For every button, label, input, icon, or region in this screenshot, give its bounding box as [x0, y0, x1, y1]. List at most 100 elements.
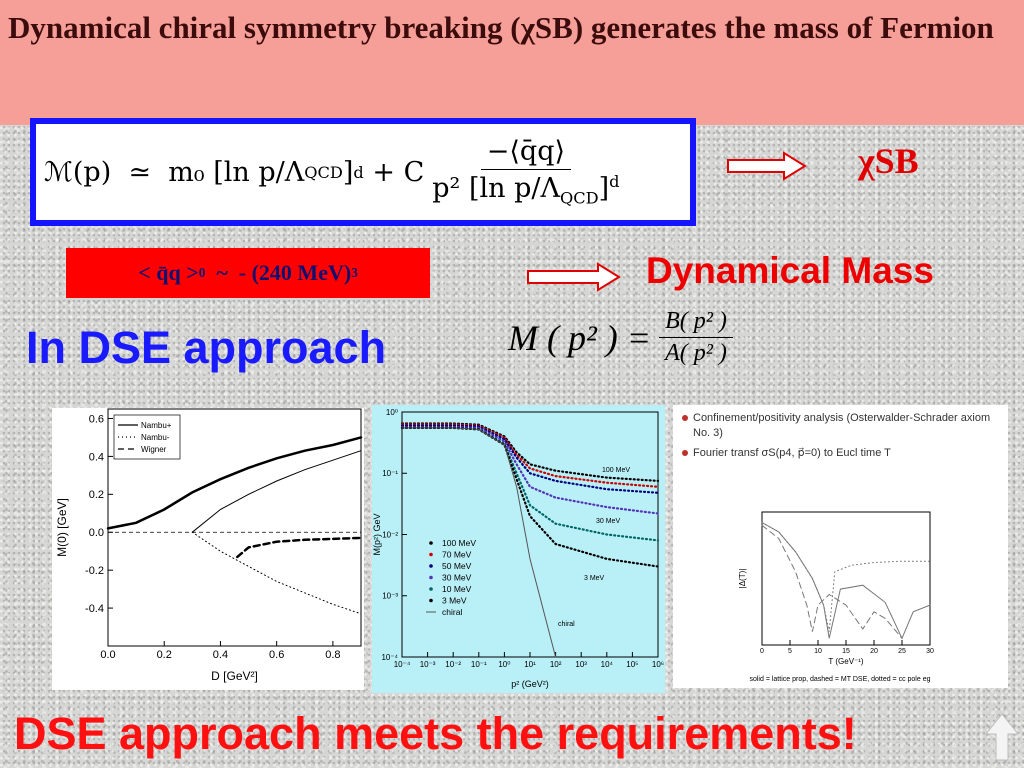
x-axis-label: D [GeV²] — [211, 669, 258, 683]
y-tick-label: 10⁰ — [386, 408, 398, 417]
data-line — [400, 424, 660, 494]
annotation: 30 MeV — [596, 518, 620, 525]
dse-formula: M ( p² ) = B( p² ) A( p² ) — [508, 308, 733, 367]
x-tick-label: 10⁻¹ — [471, 660, 487, 669]
formula-part: d — [609, 172, 620, 192]
formula-part: QCD — [559, 188, 599, 208]
legend-label: 100 MeV — [442, 538, 476, 548]
y-tick-label: -0.2 — [85, 565, 104, 577]
legend-swatch — [429, 552, 433, 557]
x-tick-label: 20 — [870, 648, 878, 655]
x-tick-label: 10⁻² — [445, 660, 461, 669]
data-line — [400, 426, 660, 568]
legend-label: chiral — [442, 607, 462, 617]
legend-label: 30 MeV — [442, 573, 472, 583]
x-tick-label: 0.8 — [325, 649, 340, 661]
formula-part: m₀ [ln p/Λ — [168, 156, 305, 188]
y-tick-label: 10⁻² — [382, 530, 398, 539]
arrow — [527, 262, 621, 292]
y-tick-label: 0.4 — [89, 451, 104, 463]
annotation: chiral — [558, 621, 575, 628]
y-tick-label: 10⁻¹ — [382, 469, 398, 478]
y-tick-label: 0.6 — [89, 413, 104, 425]
x-axis-label: p² (GeV²) — [511, 679, 549, 689]
condensate-part: 0 — [198, 265, 206, 280]
legend-label: 50 MeV — [442, 561, 472, 571]
x-tick-label: 10⁶ — [652, 660, 664, 669]
x-tick-label: 0.0 — [100, 649, 115, 661]
bullet-list: Confinement/positivity analysis (Osterwa… — [681, 411, 1001, 466]
x-tick-label: 0.6 — [269, 649, 284, 661]
formula-box: ℳ(p) ≃ m₀ [ln p/Λ QCD] d + C −⟨q̄q⟩ p² [ln p… — [30, 118, 696, 226]
legend-label: 10 MeV — [442, 584, 472, 594]
running-mass-plot: 10⁻⁴ 10⁻³ 10⁻² 10⁻¹ 10⁰ 10¹ 10² 10³ 10⁴ 10⁵ 10⁶ 10⁻… — [372, 405, 665, 693]
annotation: 100 MeV — [602, 467, 630, 474]
y-axis-label: |Δ(T)| — [738, 569, 747, 589]
caption: solid = lattice prop, dashed = MT DSE, d… — [749, 676, 930, 683]
legend-swatch — [429, 575, 433, 580]
x-tick-label: 10⁵ — [626, 660, 638, 669]
legend-label: Nambu- — [141, 433, 170, 442]
formula-part: p² [ln p/Λ — [432, 173, 560, 205]
legend-box — [113, 414, 181, 460]
x-tick-label: 25 — [898, 648, 906, 655]
x-tick-label: 10⁴ — [601, 660, 614, 669]
x-tick-label: 0.2 — [157, 649, 172, 661]
formula-part: ℳ(p) — [44, 156, 112, 188]
y-tick-label: -0.4 — [85, 603, 104, 615]
dse-label: In DSE approach — [26, 322, 387, 373]
footer-text: DSE approach meets the requirements! — [14, 708, 857, 759]
legend-swatch — [429, 541, 433, 545]
up-arrow-icon[interactable] — [984, 712, 1020, 762]
data-line — [400, 423, 660, 488]
legend-label: 3 MeV — [442, 596, 467, 606]
arrow — [727, 151, 807, 181]
x-tick-label: 10¹ — [524, 660, 536, 669]
data-line — [191, 450, 362, 533]
condensate-box: < q̄q >0 ~ - (240 MeV) 3 — [66, 248, 430, 298]
y-axis-label: M(0) [GeV] — [55, 498, 69, 557]
y-tick-label: 0.2 — [89, 489, 104, 501]
mass-plot: 0.0 0.2 0.4 0.6 0.8 -0.4 -0.2 0.0 0.2 0.4 0.6 D [Ge… — [52, 408, 364, 690]
formula-part: −⟨q̄q⟩ — [480, 136, 572, 171]
formula-part: M ( p² ) = — [508, 317, 652, 358]
slide-title: Dynamical chiral symmetry breaking (χSB)… — [8, 10, 994, 45]
data-line — [191, 531, 362, 615]
chisb-label: χSB — [858, 141, 919, 181]
positivity-plot: 0 5 10 15 20 25 30 T (GeV⁻¹) |Δ(T)| solid = latti… — [738, 511, 934, 683]
y-tick-label: 10⁻³ — [382, 592, 398, 601]
formula-part: A( p² ) — [665, 340, 727, 366]
legend-label: Nambu+ — [141, 421, 172, 430]
legend-label: 70 MeV — [442, 550, 472, 560]
plot-frame — [401, 411, 659, 658]
dynamical-mass-label: Dynamical Mass — [646, 250, 934, 291]
x-axis-label: T (GeV⁻¹) — [828, 657, 864, 666]
annotation: 3 MeV — [584, 575, 605, 582]
x-tick-label: 10⁻³ — [420, 660, 436, 669]
x-tick-label: 10 — [814, 648, 822, 655]
data-line — [400, 425, 660, 515]
fraction: −⟨q̄q⟩ p² [ln p/ΛQCD]d — [432, 136, 619, 207]
x-tick-label: 10³ — [575, 660, 587, 669]
fraction: B( p² ) A( p² ) — [659, 308, 733, 367]
legend-label: Wigner — [141, 445, 167, 454]
formula-part: QCD — [304, 162, 343, 182]
formula-part: ] — [342, 156, 354, 188]
data-line — [761, 522, 931, 632]
formula-part: + C — [372, 156, 425, 188]
x-tick-label: 10⁻⁴ — [394, 660, 411, 669]
plot-frame — [761, 511, 931, 646]
bullet: Fourier transf σS(p4, p⃗=0) to Eucl time… — [681, 446, 1001, 461]
formula-part: B( p² ) — [659, 308, 733, 338]
y-tick-label: 0.0 — [89, 527, 104, 539]
legend-swatch — [429, 598, 433, 603]
x-tick-label: 30 — [926, 648, 934, 655]
y-tick-label: 10⁻⁴ — [381, 653, 398, 662]
x-tick-label: 5 — [788, 648, 792, 655]
x-tick-label: 10⁰ — [498, 660, 510, 669]
data-line — [761, 524, 903, 639]
x-tick-label: 0.4 — [213, 649, 228, 661]
condensate-part: < q̄q > — [138, 260, 199, 285]
formula-part: ≃ — [128, 156, 152, 188]
